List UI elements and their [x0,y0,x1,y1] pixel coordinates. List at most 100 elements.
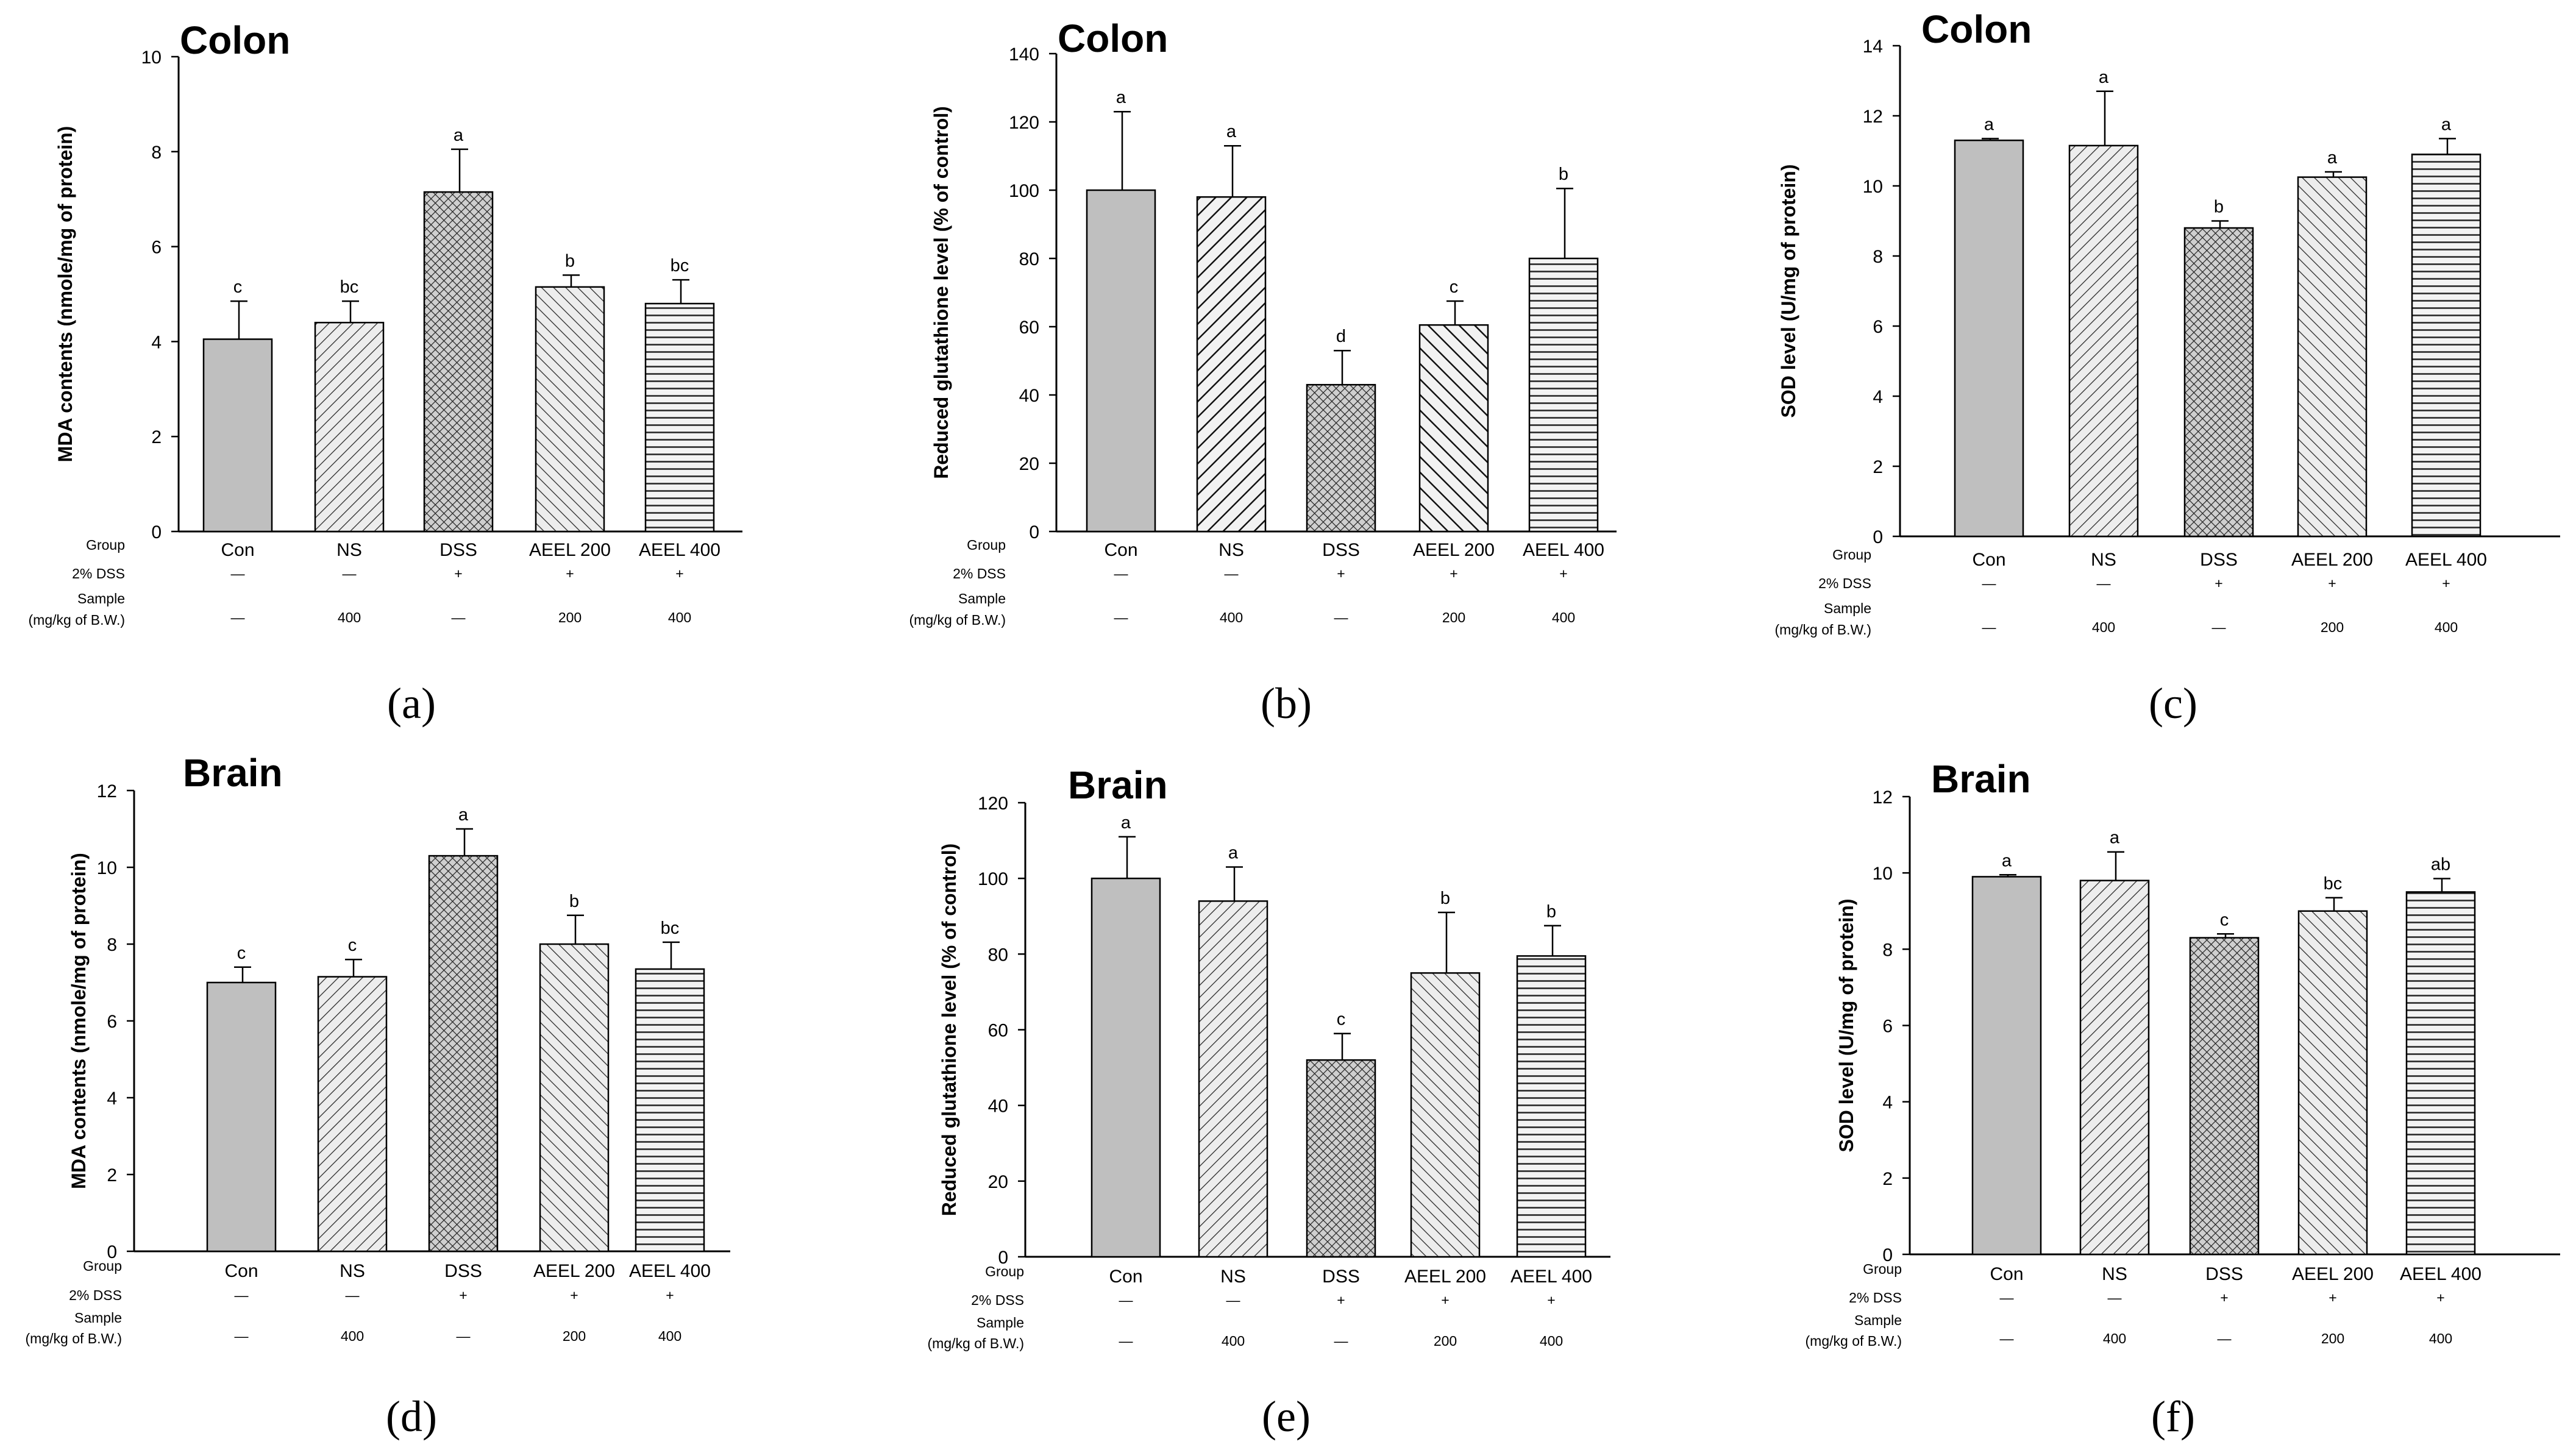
y-tick-label: 6 [1873,317,1883,337]
significance-letter: b [565,251,575,271]
y-tick-label: 4 [107,1089,117,1109]
chart-title: Brain [1931,757,2031,801]
dss-indicator: + [1547,1292,1555,1308]
y-tick-label: 6 [151,238,162,258]
bar-aeel-200 [539,943,610,1253]
category-label: AEEL 400 [639,540,720,560]
y-tick-label: 10 [97,858,117,878]
y-tick-label: 120 [978,794,1008,814]
bar-aeel-400 [1528,257,1599,533]
significance-letter: b [1440,889,1450,908]
sample-dose: — [1982,619,1996,635]
category-label: AEEL 400 [2400,1264,2482,1284]
y-tick-label: 2 [1873,457,1883,477]
dss-indicator: + [2220,1290,2228,1306]
dss-indicator: + [570,1287,578,1303]
row-label-group: Group [1863,1261,1902,1277]
dss-indicator: + [2328,575,2336,591]
y-tick-label: 6 [107,1012,117,1032]
y-axis-label: MDA contents (nmole/mg of protein) [68,853,90,1189]
row-label-group: Group [985,1263,1024,1279]
panel-3: 0 2 4 6 8 10 12 14 SOD level (U/mg of protein) Co… [1775,7,2560,728]
category-label: AEEL 200 [533,1261,615,1281]
significance-letter: c [2220,910,2229,929]
sample-dose: 400 [1552,609,1575,625]
y-tick-label: 60 [988,1021,1008,1041]
bar-dss [423,191,494,533]
significance-letter: a [1121,813,1131,833]
y-tick-label: 8 [1873,247,1883,267]
panel-label: (c) [2149,679,2197,728]
panel-4: 0 2 4 6 8 10 12 MDA contents (nmole/mg of prote… [26,751,730,1441]
y-tick-label: 2 [1882,1169,1893,1189]
significance-letter: c [237,944,246,963]
bar-aeel-200 [1410,972,1481,1258]
category-label: DSS [1322,1267,1360,1287]
y-tick-label: 8 [151,143,162,163]
dss-indicator: — [1226,1292,1240,1308]
y-tick-label: 6 [1882,1017,1893,1037]
sample-dose: — [231,609,245,625]
category-label: Con [1104,540,1137,560]
y-tick-label: 12 [1873,787,1893,808]
panel-label: (b) [1261,679,1312,728]
sample-dose: 400 [341,1328,364,1344]
y-tick-label: 4 [1873,387,1883,407]
significance-letter: a [2441,115,2452,134]
significance-letter: a [1984,115,1994,134]
row-label-sample: Sample [1824,600,1871,616]
category-label: NS [336,540,362,560]
sample-dose: 400 [658,1328,681,1344]
chart-title: Brain [183,751,283,795]
y-tick-label: 0 [998,1248,1008,1268]
y-tick-label: 80 [988,945,1008,965]
row-label-sample: Sample [1854,1312,1902,1328]
y-tick-label: 8 [1882,940,1893,960]
chart-title: Colon [1921,7,2032,51]
category-label: Con [1972,550,2005,570]
row-label-group: Group [967,537,1006,553]
significance-letter: a [1116,88,1126,107]
significance-letter: a [2099,68,2109,87]
dss-indicator: + [2442,575,2450,591]
sample-dose: — [2218,1331,2232,1346]
sample-dose: 200 [1434,1333,1457,1349]
row-label-dss: 2% DSS [1818,575,1871,591]
dss-indicator: + [1337,566,1345,581]
significance-letter: a [458,805,469,825]
dss-indicator: + [459,1287,467,1303]
dss-indicator: + [2436,1290,2444,1306]
chart-title: Colon [180,18,290,62]
dss-indicator: — [235,1287,249,1303]
bar-ns [317,976,388,1253]
row-label-sample: Sample [958,591,1006,606]
significance-letter: bc [661,919,680,938]
sample-dose: — [2212,619,2226,635]
significance-letter: ab [2431,855,2450,875]
sample-dose: 200 [563,1328,586,1344]
row-label-dss: 2% DSS [953,566,1006,581]
sample-dose: — [2000,1331,2014,1346]
significance-letter: c [1337,1010,1346,1029]
row-label-unit: (mg/kg of B.W.) [29,612,125,628]
category-label: NS [1220,1267,1246,1287]
significance-letter: bc [340,277,359,297]
sample-dose: 200 [1442,609,1465,625]
y-axis-label: Reduced glutathione level (% of control) [938,844,960,1217]
significance-letter: bc [671,256,689,275]
y-tick-label: 10 [1863,177,1883,197]
significance-letter: a [454,126,464,145]
dss-indicator: — [2097,575,2111,591]
category-label: AEEL 200 [2291,550,2373,570]
row-label-unit: (mg/kg of B.W.) [1775,622,1871,638]
sample-dose: 200 [2321,1331,2344,1346]
significance-letter: b [2214,197,2224,217]
sample-dose: — [1119,1333,1133,1349]
dss-indicator: — [2000,1290,2014,1306]
y-tick-label: 20 [988,1172,1008,1192]
bar-aeel-400 [2411,154,2482,538]
dss-indicator: — [1119,1292,1133,1308]
y-tick-label: 120 [1009,113,1039,133]
dss-indicator: + [666,1287,674,1303]
dss-indicator: + [1441,1292,1449,1308]
